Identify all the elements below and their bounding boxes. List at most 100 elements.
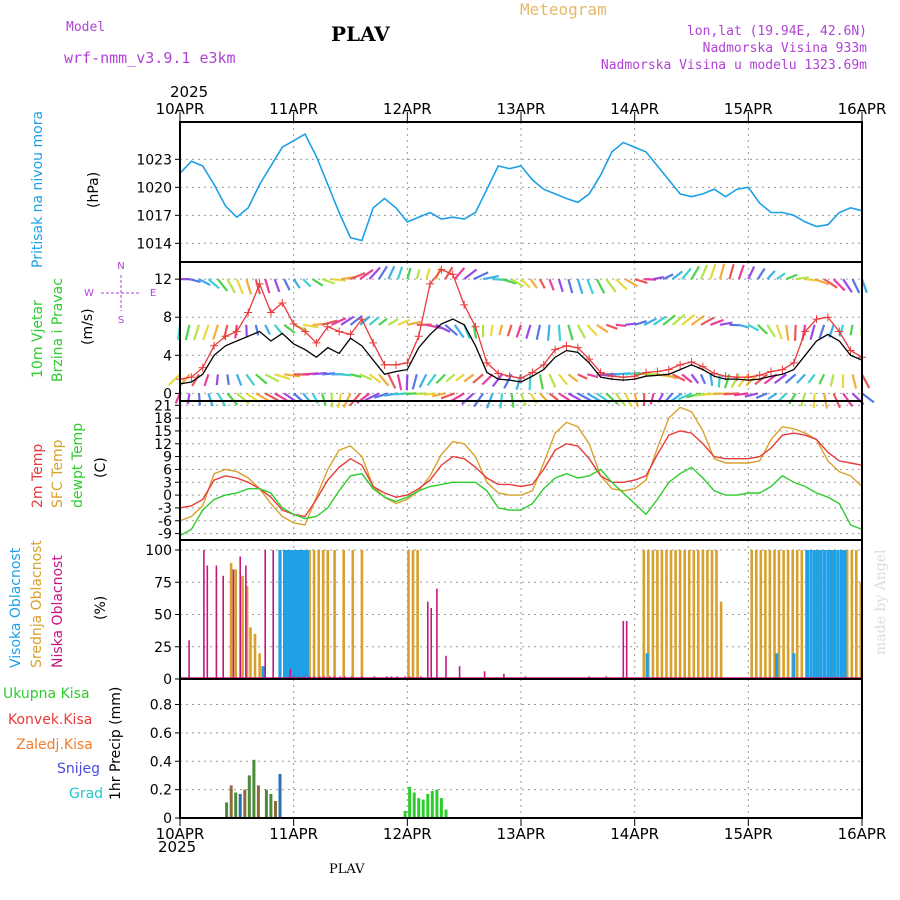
- wind-arrow: [587, 373, 599, 379]
- wind-arrow: [387, 373, 397, 389]
- wind-arrow: [368, 316, 380, 326]
- wind-arrow: [653, 275, 665, 281]
- temp-dewpt-line: [179, 466, 863, 537]
- cloud-visoka-bar: [261, 666, 265, 679]
- cloud-niska-bar: [289, 668, 292, 679]
- wind-arrow: [302, 323, 319, 329]
- cloud-srednja-bar: [333, 550, 336, 679]
- cloud-niska-bar: [436, 588, 438, 679]
- wind-arrow: [849, 324, 854, 336]
- wind-arrow: [546, 324, 551, 341]
- wind-max-marker: [789, 358, 798, 367]
- wind-arrow: [634, 278, 648, 284]
- y-tick-label: 12: [154, 272, 172, 288]
- cloud-srednja-bar: [777, 550, 781, 679]
- cloud-srednja-bar: [697, 550, 700, 679]
- wind-arrow: [378, 317, 388, 326]
- wind-arrow: [489, 324, 494, 336]
- wind-arrow: [643, 317, 657, 326]
- wind-arrow: [321, 319, 338, 326]
- wind-arrow: [757, 324, 769, 335]
- wind-arrow: [681, 313, 696, 326]
- wind-max-marker: [414, 332, 423, 341]
- wind-arrow: [756, 267, 766, 280]
- y-tick-label: 0.6: [150, 726, 172, 742]
- wind-arrow: [690, 314, 705, 326]
- wind-arrow: [776, 272, 786, 281]
- wind-arrow: [411, 374, 418, 390]
- legend-zaledj: Zaledj.Kisa: [16, 737, 93, 753]
- wind-arrow: [368, 266, 381, 280]
- cloud-srednja-bar: [759, 550, 763, 679]
- wind-arrow: [515, 324, 523, 338]
- panel-frame: [179, 121, 863, 263]
- cloud-niska-bar: [272, 550, 274, 679]
- wind-arrow: [614, 278, 628, 291]
- wind-arrow: [407, 320, 422, 326]
- wind-arrow: [501, 278, 517, 285]
- wind-arrow: [681, 267, 692, 280]
- wind-max-marker: [323, 322, 332, 331]
- wind-arrow: [520, 278, 531, 289]
- wind-arrow: [614, 392, 627, 407]
- wind-arrow: [728, 263, 735, 280]
- wind-max-marker: [823, 313, 832, 322]
- cloud-niska-bar: [206, 565, 209, 679]
- wind-arrow: [595, 278, 606, 294]
- wind-arrow: [851, 374, 858, 389]
- y-tick-label: 3: [163, 475, 172, 491]
- wind-arrow: [596, 323, 609, 334]
- wind-arrow: [264, 278, 271, 294]
- wind-arrow: [472, 373, 484, 384]
- cloud-visoka-bar: [833, 550, 837, 679]
- y-tick-label: 0: [163, 488, 172, 504]
- precip-konvek-bar: [247, 775, 251, 818]
- wind-arrow: [842, 392, 854, 408]
- x-tick-label-top: 13APR: [497, 100, 546, 118]
- precip-ukupna-bar: [412, 792, 416, 818]
- wind-arrow: [842, 278, 853, 293]
- wind-max-marker: [289, 319, 298, 328]
- panel-frame: [179, 400, 863, 541]
- x-tick-label-top: 11APR: [269, 100, 318, 118]
- wind-arrow: [284, 373, 301, 378]
- cloud-srednja-bar: [706, 550, 709, 679]
- cloud-visoka-bar: [294, 550, 298, 679]
- cloud-srednja-bar: [791, 550, 794, 679]
- wind-arrow: [216, 392, 227, 407]
- y-tick-label: -6: [158, 514, 172, 530]
- wind-arrow: [690, 373, 700, 384]
- cloud-visoka-bar: [289, 550, 293, 679]
- lonlat-label: lon,lat (19.94E, 42.6N): [686, 24, 867, 39]
- wind-arrow: [723, 392, 739, 396]
- y-tick-label: 0.4: [150, 754, 172, 770]
- cloud-srednja-bar: [692, 550, 696, 679]
- wind-arrow: [245, 373, 256, 386]
- wind-arrow: [755, 392, 768, 399]
- wind-arrow: [851, 278, 861, 294]
- y-tick-label: 0: [163, 672, 172, 688]
- precip-ukupna-bar: [435, 789, 439, 818]
- cloud-visoka-bar: [792, 653, 796, 679]
- cloud-srednja-bar: [411, 550, 415, 679]
- wind-arrow: [699, 264, 709, 280]
- cloud-srednja-bar: [665, 550, 668, 679]
- cloud-visoka-bar: [809, 550, 813, 679]
- wind-arrow: [576, 324, 587, 339]
- wind-arrow: [331, 317, 347, 326]
- cloud-srednja-bar: [845, 550, 849, 679]
- cloud-srednja-bar: [786, 550, 790, 679]
- cloud-visoka-bar: [829, 550, 833, 679]
- wind-max-marker: [232, 327, 241, 336]
- cloud-visoka-bar: [812, 550, 816, 679]
- wind-arrow: [394, 392, 408, 396]
- wind-arrow: [264, 392, 280, 402]
- wind-arrow: [809, 324, 816, 340]
- wind-arrow: [226, 392, 239, 406]
- wind-arrow: [418, 373, 428, 389]
- cloud-visoka-bar: [301, 550, 305, 679]
- wind-arrow: [709, 374, 714, 387]
- wind-arrow: [519, 392, 527, 407]
- wind-arrow: [191, 373, 200, 387]
- compass-north: N: [117, 261, 124, 272]
